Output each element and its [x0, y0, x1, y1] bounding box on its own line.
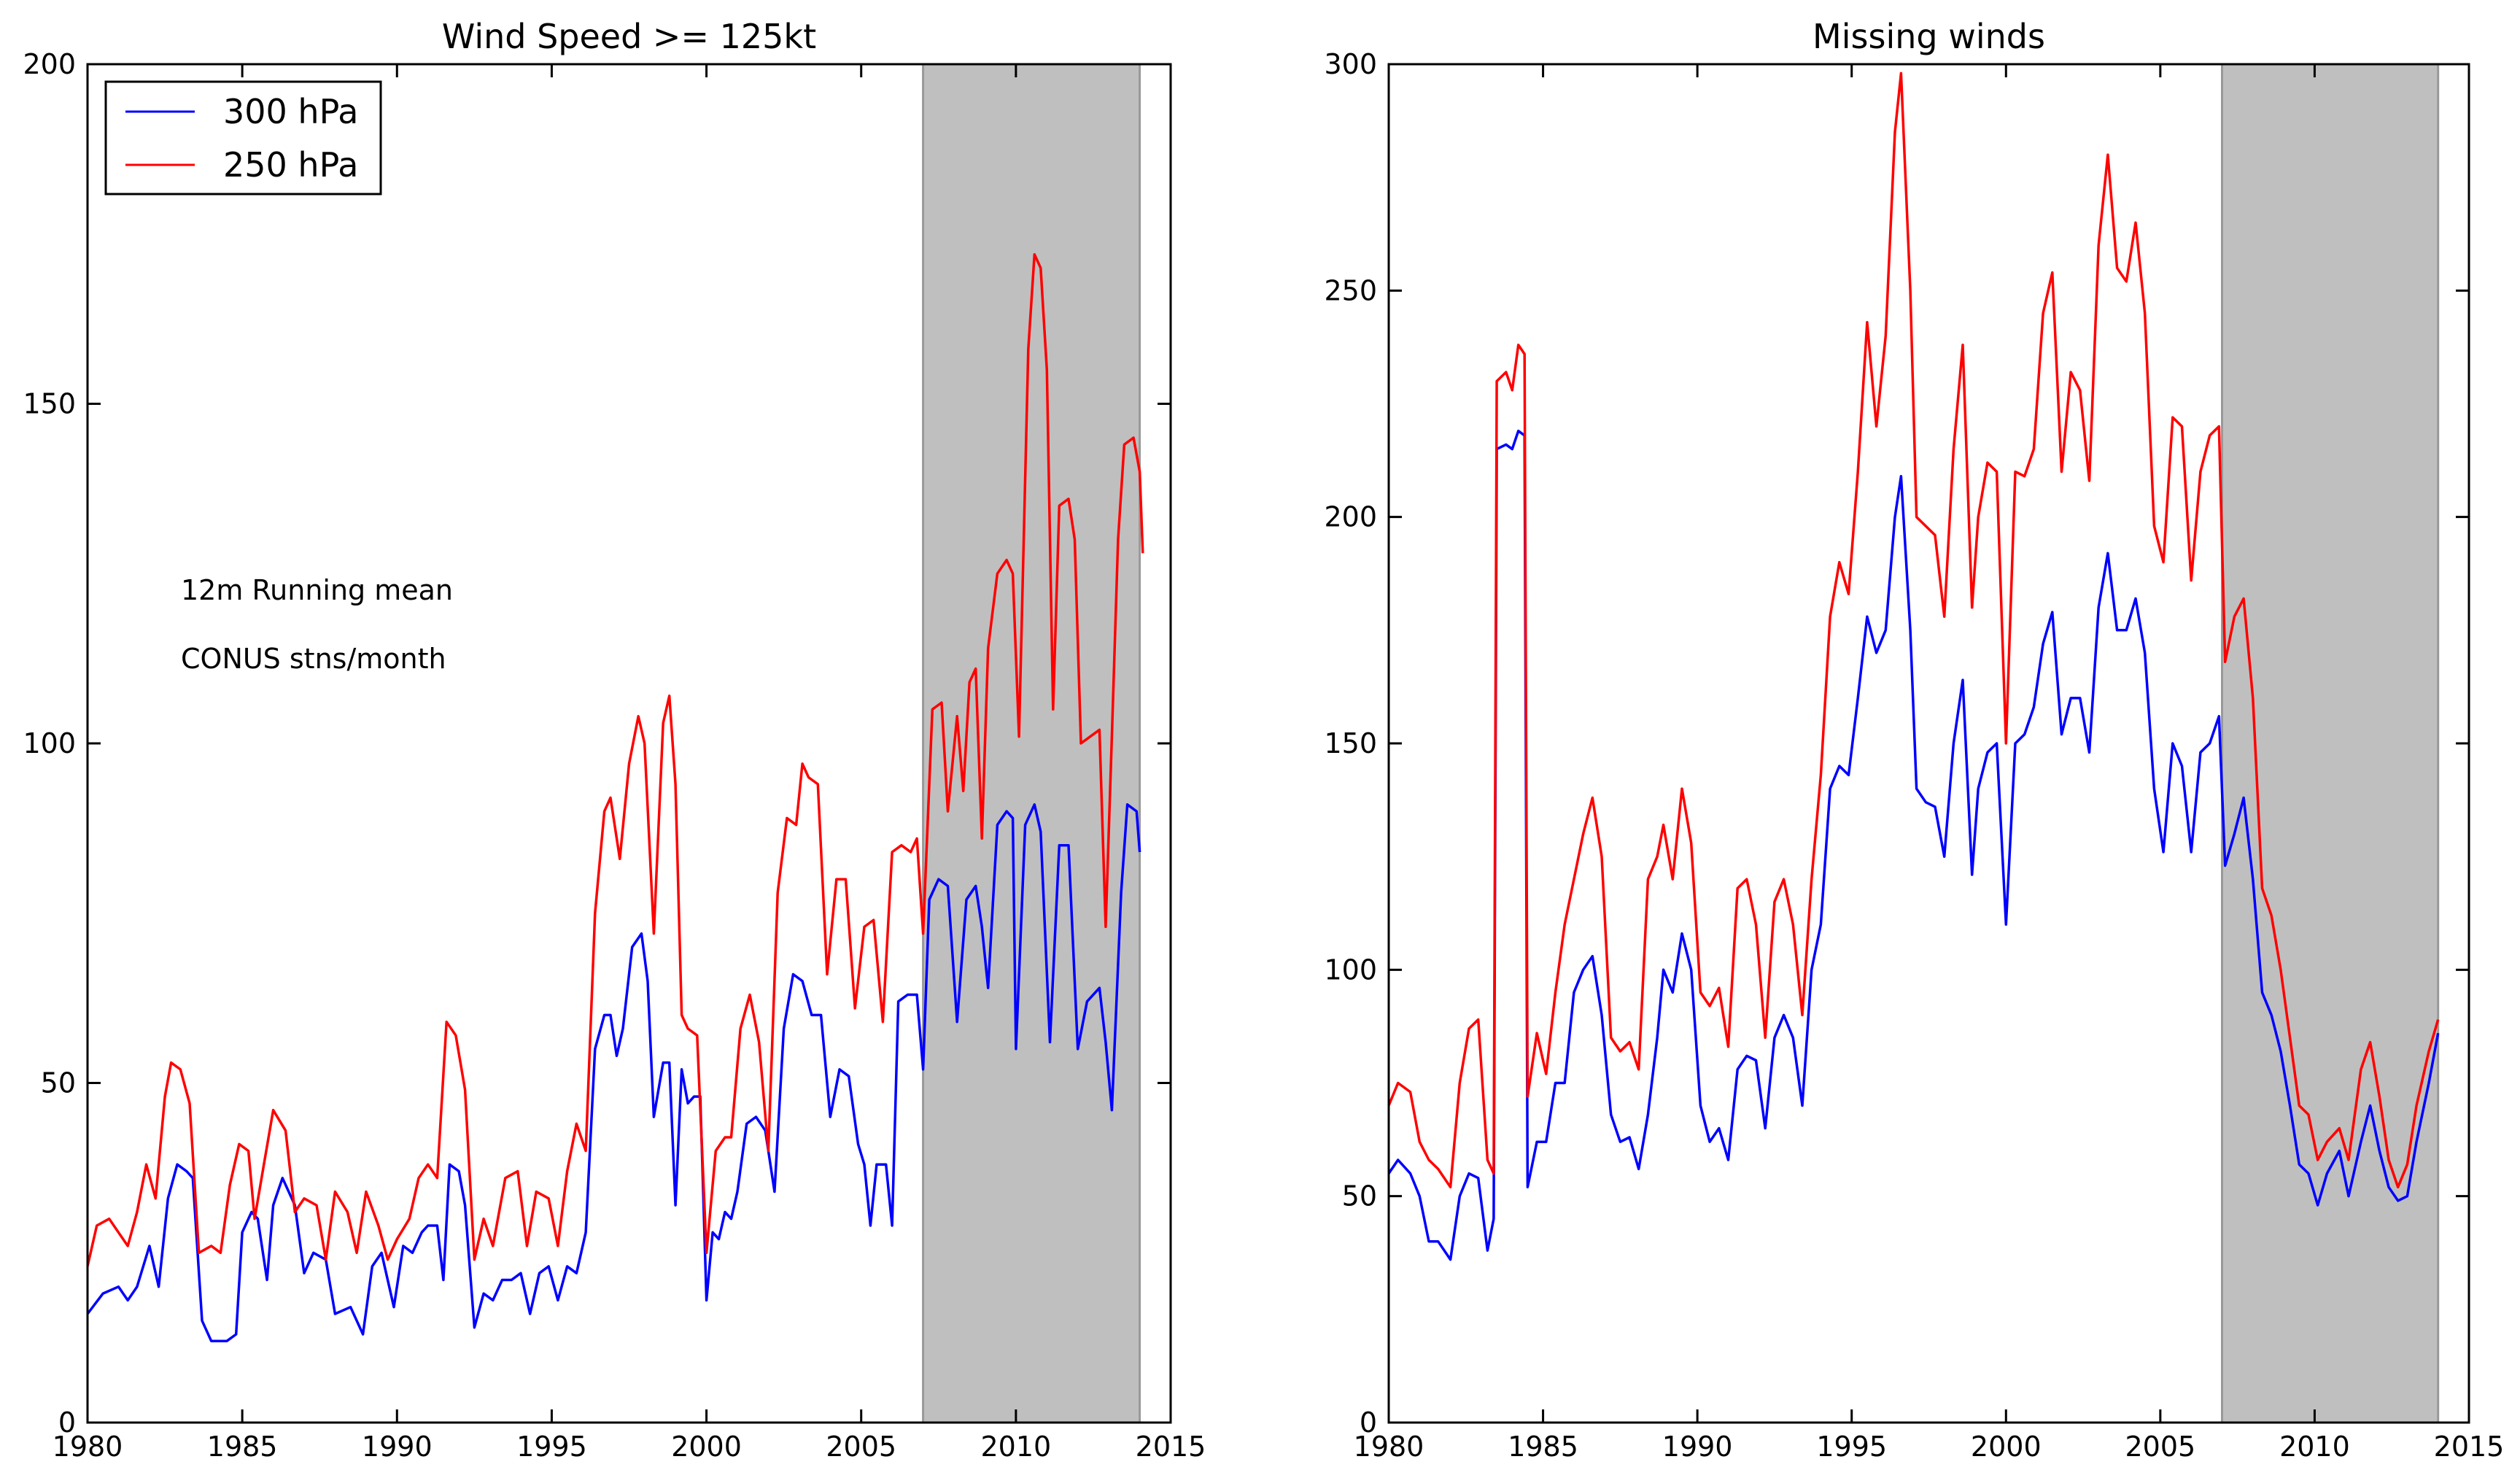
- chart-missing-winds: 1980 1985 1990 1995 2000 2005 2010 2015 0 50 100 1…: [1324, 17, 2504, 1463]
- chart-title: Wind Speed >= 125kt: [442, 17, 816, 56]
- legend-label-250: 250 hPa: [223, 145, 358, 185]
- x-tick-label: 1980: [1354, 1431, 1424, 1463]
- y-tick-label: 150: [23, 388, 76, 420]
- chart-title: Missing winds: [1813, 17, 2045, 56]
- series-line-250: [1387, 71, 2440, 1189]
- annotation-running-mean: 12m Running mean: [181, 574, 453, 606]
- y-tick-label: 250: [1324, 274, 1377, 306]
- y-tick-label: 50: [1342, 1180, 1377, 1212]
- y-tick-label: 50: [41, 1067, 76, 1099]
- y-tick-label: 200: [23, 48, 76, 80]
- x-tick-label: 1985: [1508, 1431, 1578, 1463]
- x-tick-label: 2005: [2125, 1431, 2195, 1463]
- series-line-300: [86, 803, 1141, 1343]
- y-tick-label: 100: [23, 727, 76, 759]
- y-tick-label: 100: [1324, 953, 1377, 986]
- x-tick-label: 2000: [671, 1431, 742, 1463]
- x-tick-label: 1990: [362, 1431, 433, 1463]
- y-tick-label: 200: [1324, 501, 1377, 533]
- x-tick-label: 2010: [980, 1431, 1051, 1463]
- x-tick-label: 2015: [1136, 1431, 1206, 1463]
- y-tick-label: 0: [1360, 1407, 1377, 1439]
- y-tick-label: 0: [58, 1407, 76, 1439]
- legend: 300 hPa 250 hPa: [104, 80, 382, 196]
- legend-label-300: 300 hPa: [223, 92, 358, 131]
- series-line-300: [1387, 429, 2440, 1261]
- x-tick-label: 2005: [826, 1431, 896, 1463]
- x-tick-label: 1990: [1662, 1431, 1733, 1463]
- x-tick-label: 2015: [2434, 1431, 2505, 1463]
- x-tick-label: 1995: [1816, 1431, 1887, 1463]
- x-tick-label: 1995: [516, 1431, 587, 1463]
- y-tick-label: 150: [1324, 727, 1377, 759]
- x-tick-label: 2000: [1971, 1431, 2042, 1463]
- shaded-period: [2220, 63, 2440, 1424]
- x-tick-label: 1980: [53, 1431, 123, 1463]
- x-tick-label: 2010: [2279, 1431, 2350, 1463]
- series-line-250: [86, 252, 1144, 1267]
- annotation-conus-stns: CONUS stns/month: [181, 643, 446, 675]
- chart-wind-speed: 1980 1985 1990 1995 2000 2005 2010 2015 0 50 100 1…: [23, 17, 1206, 1463]
- legend-box: [104, 80, 382, 196]
- x-tick-label: 1985: [207, 1431, 278, 1463]
- y-tick-label: 300: [1324, 48, 1377, 80]
